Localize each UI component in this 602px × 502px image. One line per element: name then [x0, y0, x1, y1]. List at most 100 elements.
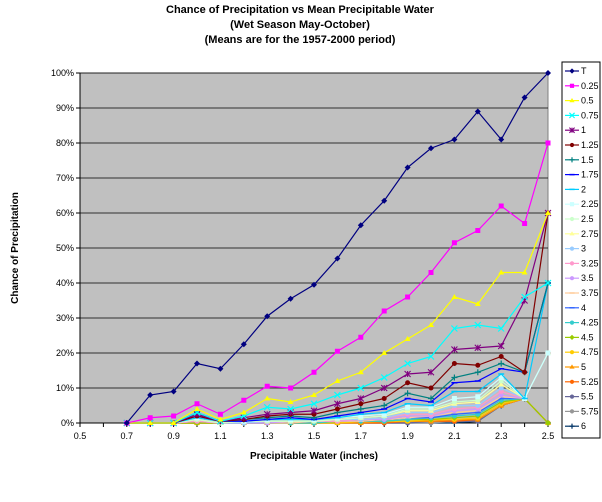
data-point — [497, 342, 505, 350]
data-point — [264, 383, 270, 389]
x-tick-label: 1.1 — [214, 431, 227, 441]
legend-marker — [569, 216, 575, 222]
legend-item: 4.25 — [565, 318, 599, 328]
y-axis-label: Chance of Precipitation — [10, 192, 21, 304]
legend-item: 2 — [565, 184, 586, 194]
legend-marker — [569, 409, 575, 414]
x-tick-label: 1.5 — [308, 431, 321, 441]
legend-marker — [569, 68, 575, 74]
data-point — [475, 394, 481, 400]
legend-marker — [569, 83, 575, 88]
x-tick-label: 1.3 — [261, 431, 274, 441]
data-point — [217, 411, 223, 417]
legend-item: 5.25 — [565, 377, 599, 387]
legend-label: 1.25 — [581, 140, 599, 150]
data-point — [450, 325, 458, 332]
y-tick-label: 80% — [56, 138, 74, 148]
legend-item: 2.75 — [565, 229, 599, 239]
data-point — [264, 395, 271, 401]
legend-item: 3 — [565, 244, 586, 254]
data-point — [405, 380, 411, 386]
legend-item: 1.25 — [565, 140, 599, 150]
series-0.25 — [124, 140, 551, 426]
legend-marker — [569, 423, 575, 429]
data-point — [287, 399, 294, 404]
data-point — [545, 350, 551, 356]
data-point — [288, 385, 294, 391]
data-point — [498, 385, 504, 391]
legend-item: 5.5 — [565, 392, 594, 402]
x-tick-label: 0.7 — [121, 431, 134, 441]
data-point — [545, 420, 551, 426]
data-point — [380, 374, 388, 381]
legend-marker — [569, 276, 575, 281]
data-point — [264, 313, 271, 320]
legend-item: 3.5 — [565, 273, 594, 283]
legend-marker — [569, 231, 575, 236]
legend-label: 5.75 — [581, 406, 599, 416]
legend-marker — [569, 364, 575, 369]
data-point — [311, 369, 317, 375]
data-point — [381, 402, 388, 409]
legend-label: 2.25 — [581, 199, 599, 209]
data-point — [498, 389, 504, 394]
data-point — [498, 354, 504, 359]
chart-title-line-1: Chance of Precipitation vs Mean Precipit… — [166, 4, 435, 16]
legend-label: 0.5 — [581, 96, 594, 106]
legend-item: 3.25 — [565, 258, 599, 268]
legend-marker — [569, 142, 575, 148]
data-point — [404, 360, 412, 367]
data-point — [311, 281, 317, 288]
legend-label: 2.5 — [581, 214, 594, 224]
legend-item: 2.5 — [565, 214, 594, 224]
data-point — [240, 409, 247, 415]
legend-marker — [569, 246, 575, 251]
y-tick-label: 60% — [56, 208, 74, 218]
data-point — [522, 221, 528, 226]
legend-label: 0.25 — [581, 81, 599, 91]
data-point — [451, 396, 457, 401]
legend-label: 4.25 — [581, 318, 599, 328]
data-point — [240, 341, 247, 348]
legend-item: 0.5 — [565, 96, 594, 106]
data-point — [358, 334, 364, 340]
data-point — [310, 400, 318, 408]
legend-label: 1 — [581, 125, 586, 135]
legend-marker — [569, 127, 575, 134]
data-point — [334, 400, 341, 408]
legend-label: 2.75 — [581, 229, 599, 239]
chart-title-line-3: (Means are for the 1957-2000 period) — [205, 34, 396, 46]
legend-label: T — [581, 66, 587, 76]
legend-label: 4 — [581, 303, 586, 313]
data-point — [217, 416, 224, 422]
legend-label: 1.75 — [581, 170, 599, 180]
data-point — [428, 270, 434, 275]
data-point — [451, 361, 457, 366]
data-point — [498, 392, 504, 398]
legend-marker — [569, 320, 575, 325]
series-T — [123, 70, 551, 426]
data-point — [428, 385, 434, 391]
data-point — [498, 375, 504, 380]
chart-title: Chance of Precipitation vs Mean Precipit… — [166, 4, 435, 46]
data-point — [544, 279, 552, 287]
data-point — [451, 374, 458, 381]
data-point — [263, 410, 271, 418]
y-tick-label: 0% — [61, 418, 74, 428]
legend-item: 5 — [565, 362, 586, 372]
data-point — [357, 384, 365, 392]
data-point — [381, 308, 387, 314]
data-point — [545, 210, 551, 215]
data-point — [404, 164, 411, 171]
data-point — [498, 203, 504, 209]
chart-title-line-2: (Wet Season May-October) — [230, 19, 370, 31]
data-point — [287, 405, 295, 413]
legend-item: 3.75 — [565, 288, 599, 298]
data-point — [194, 406, 200, 411]
data-point — [123, 420, 130, 426]
legend-item: 0.75 — [565, 110, 599, 120]
data-point — [381, 197, 388, 204]
legend-box — [561, 61, 601, 439]
data-point — [451, 346, 458, 353]
data-point — [381, 411, 387, 417]
